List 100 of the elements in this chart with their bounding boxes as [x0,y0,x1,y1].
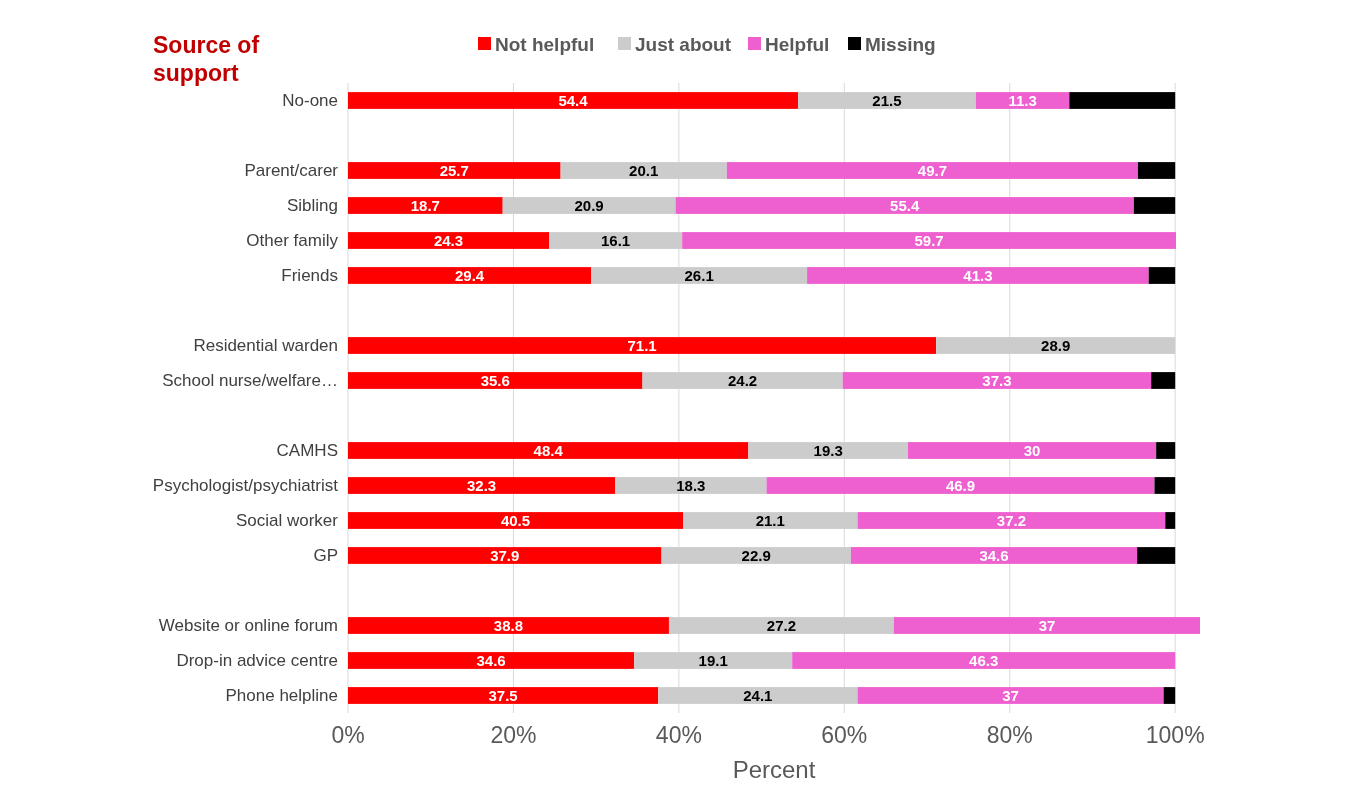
data-label: 25.7 [439,161,469,179]
data-label: 40.5 [500,511,531,529]
legend-label: Not helpful [495,33,595,55]
data-label: 37 [1038,616,1056,634]
data-label: 19.3 [813,441,843,459]
bar [348,652,635,669]
data-label: 55.4 [890,196,920,214]
data-label: 21.5 [872,91,902,109]
data-label: 37 [1002,686,1019,704]
bar [748,442,908,459]
x-tick-label: 60% [821,722,868,748]
bar [936,337,1176,354]
data-label: 38.8 [493,616,524,634]
bar [658,687,858,704]
bar [1137,547,1176,564]
data-label: 16.1 [600,231,631,249]
bar [348,442,749,459]
bar [1154,477,1176,494]
data-label: 18.7 [410,196,440,214]
x-tick-label: 20% [490,722,537,748]
y-tick-label: Sibling [286,196,338,216]
data-label: 41.3 [963,266,993,284]
bar [348,687,659,704]
y-tick-label: Friends [281,266,338,286]
bar [502,197,676,214]
y-tick-label: Other family [246,231,339,251]
data-label: 37.9 [490,546,520,564]
bar [682,232,1177,249]
data-label: 59.7 [914,231,944,249]
bar [1148,267,1176,284]
data-label: 32.3 [466,476,497,494]
data-label: 37.3 [982,371,1012,389]
bar [857,512,1166,529]
y-tick-label: School nurse/welfare… [162,371,338,391]
data-label: 24.1 [743,686,773,704]
y-tick-label: Drop-in advice centre [176,651,338,671]
legend-label: Just about [635,33,732,55]
legend-label: Missing [865,33,936,55]
bar [348,337,937,354]
data-label: 49.7 [917,161,948,179]
x-tick-label: 40% [655,722,702,748]
data-label: 24.2 [727,371,758,389]
y-tick-label: CAMHS [276,441,338,461]
bar [1163,687,1176,704]
data-label: 22.9 [741,546,771,564]
bar [348,162,561,179]
data-label: 26.1 [684,266,714,284]
bar [348,477,616,494]
bar [766,477,1155,494]
bar [857,687,1164,704]
y-tick-label: Residential warden [193,336,338,356]
bar [893,617,1200,634]
data-label: 54.4 [558,91,589,109]
data-label: 30 [1023,441,1041,459]
bar [975,92,1070,109]
bar [908,442,1157,459]
data-label: 27.2 [766,616,797,634]
bar [661,547,851,564]
bar [668,617,894,634]
bar [560,162,727,179]
bar [1165,512,1176,529]
y-tick-label: Social worker [235,511,339,531]
bar [1156,442,1176,459]
data-label: 48.4 [533,441,564,459]
data-label: 34.6 [979,546,1009,564]
x-tick-label: 80% [986,722,1033,748]
data-label: 28.9 [1041,336,1071,354]
bar [1133,197,1176,214]
data-label: 29.4 [454,266,485,284]
data-label: 24.3 [433,231,464,249]
bar [1137,162,1176,179]
bar [348,617,669,634]
data-label: 37.5 [488,686,518,704]
bar [797,92,976,109]
bar [675,197,1134,214]
data-label: 37.2 [996,511,1026,529]
bar [634,652,793,669]
bar [615,477,767,494]
bar [348,232,550,249]
bar [842,372,1152,389]
y-tick-label: Phone helpline [225,686,338,706]
y-tick-label: Website or online forum [158,616,338,636]
bar [348,547,662,564]
bar [792,652,1176,669]
bar [591,267,808,284]
bar [348,267,592,284]
bar [348,197,503,214]
data-label: 11.3 [1008,91,1037,109]
y-tick-label: Parent/carer [244,161,339,181]
bar [807,267,1149,284]
bar [348,372,643,389]
bar [348,512,684,529]
bar [850,547,1138,564]
legend-label: Helpful [765,33,830,55]
x-tick-label: 0% [331,722,365,748]
data-label: 18.3 [676,476,706,494]
y-tick-label: Psychologist/psychiatrist [152,476,339,496]
x-axis-title: Percent [732,756,816,783]
bar [683,512,858,529]
bar [1069,92,1176,109]
